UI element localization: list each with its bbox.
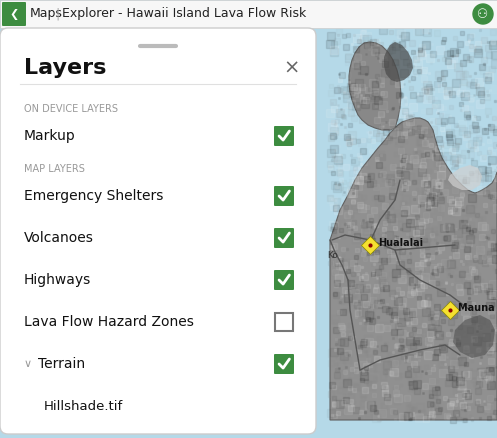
Text: Terrain: Terrain: [38, 357, 85, 371]
Text: ❮: ❮: [9, 8, 19, 20]
FancyBboxPatch shape: [274, 186, 294, 206]
Text: Markup: Markup: [24, 129, 76, 143]
FancyBboxPatch shape: [274, 228, 294, 248]
Polygon shape: [330, 118, 497, 420]
Bar: [0, 0, 497, 28]
Text: Hillshade.tif: Hillshade.tif: [44, 399, 123, 413]
FancyBboxPatch shape: [274, 270, 294, 290]
Text: Hualalai: Hualalai: [378, 238, 423, 248]
FancyBboxPatch shape: [2, 2, 26, 26]
Text: Emergency Shelters: Emergency Shelters: [24, 189, 164, 203]
Text: Volcanoes: Volcanoes: [24, 231, 94, 245]
Text: Ko: Ko: [327, 251, 338, 259]
Text: Highways: Highways: [24, 273, 91, 287]
Bar: [275, 313, 293, 331]
Polygon shape: [349, 42, 401, 130]
Text: |: |: [55, 7, 59, 21]
Text: Maps: Maps: [30, 7, 63, 21]
Text: ON DEVICE LAYERS: ON DEVICE LAYERS: [24, 104, 118, 114]
FancyBboxPatch shape: [274, 126, 294, 146]
Text: ⚇: ⚇: [478, 7, 489, 21]
Text: Mauna Lo: Mauna Lo: [458, 303, 497, 313]
Text: MAP LAYERS: MAP LAYERS: [24, 164, 85, 174]
Polygon shape: [448, 165, 482, 190]
Polygon shape: [384, 42, 413, 82]
FancyBboxPatch shape: [0, 28, 316, 434]
Text: ×: ×: [284, 59, 300, 78]
Text: Layers: Layers: [24, 58, 106, 78]
Circle shape: [473, 4, 493, 24]
Text: Lava Flow Hazard Zones: Lava Flow Hazard Zones: [24, 315, 194, 329]
Text: Explorer - Hawaii Island Lava Flow Risk: Explorer - Hawaii Island Lava Flow Risk: [62, 7, 306, 21]
FancyBboxPatch shape: [274, 354, 294, 374]
Text: ∨: ∨: [24, 359, 32, 369]
Polygon shape: [453, 315, 495, 358]
